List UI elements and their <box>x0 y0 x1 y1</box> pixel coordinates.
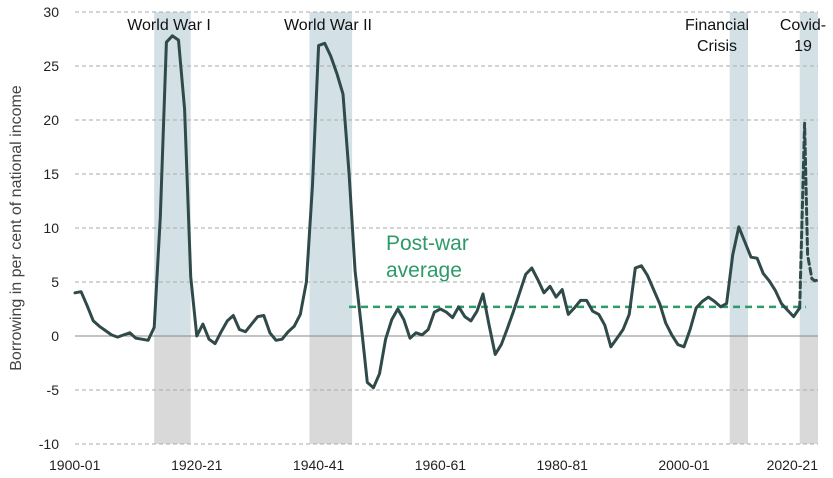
y-axis-label: Borrowing in per cent of national income <box>8 85 25 371</box>
shaded-period-negative-2 <box>729 336 748 444</box>
event-label-3-line-0: Covid- <box>780 17 826 34</box>
x-tick-label-4: 1980-81 <box>537 457 589 473</box>
event-label-2-line-1: Crisis <box>697 38 737 55</box>
shaded-periods <box>154 12 818 444</box>
y-tick-label-3: 5 <box>51 274 59 290</box>
y-tick-label-7: 25 <box>43 58 59 74</box>
post-war-average: Post-war average <box>349 232 806 309</box>
y-tick-label-6: 20 <box>43 112 59 128</box>
shaded-period-positive-3 <box>799 12 818 336</box>
series-line-0 <box>73 34 802 390</box>
x-tick-label-3: 1960-61 <box>415 457 467 473</box>
series <box>73 34 820 390</box>
x-tick-label-2: 1940-41 <box>293 457 345 473</box>
event-label-1-line-0: World War II <box>284 17 372 34</box>
x-tick-label-0: 1900-01 <box>49 457 101 473</box>
event-label-0-line-0: World War I <box>127 17 211 34</box>
event-labels: World War I World War II Financial Crisis Co… <box>127 17 826 55</box>
average-label-line-0: Post-war <box>386 232 469 255</box>
average-label-line-1: average <box>386 259 462 282</box>
series-line-1 <box>798 121 820 310</box>
y-tick-labels: -10 -5 0 5 10 15 20 25 30 <box>39 4 59 452</box>
x-tick-label-5: 2000-01 <box>658 457 710 473</box>
event-label-2-line-0: Financial <box>685 17 749 34</box>
event-label-3-line-1: 19 <box>794 38 812 55</box>
y-tick-label-1: -5 <box>47 382 60 398</box>
x-tick-label-6: 2020-21 <box>767 457 819 473</box>
shaded-period-positive-2 <box>729 12 748 336</box>
y-tick-label-2: 0 <box>51 328 59 344</box>
y-tick-label-5: 15 <box>43 166 59 182</box>
y-tick-label-4: 10 <box>43 220 59 236</box>
y-tick-label-0: -10 <box>39 436 59 452</box>
y-tick-label-8: 30 <box>43 4 59 20</box>
x-tick-label-1: 1920-21 <box>171 457 223 473</box>
gridlines <box>75 11 818 445</box>
x-tick-labels: 1900-01 1920-21 1940-41 1960-61 1980-81 2000-… <box>49 457 818 473</box>
shaded-period-negative-3 <box>799 336 818 444</box>
